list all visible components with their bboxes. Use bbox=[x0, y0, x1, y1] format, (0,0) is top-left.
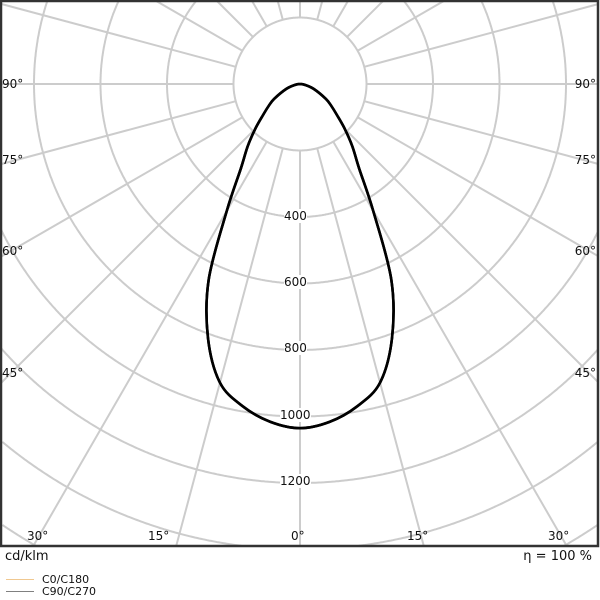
grid bbox=[0, 0, 599, 547]
angle-grid-spoke bbox=[346, 0, 384, 38]
angle-grid-spoke bbox=[276, 0, 284, 21]
angle-grid-spoke bbox=[155, 0, 243, 52]
radial-grid-circle bbox=[1, 441, 599, 547]
angle-label-left-75: 75° bbox=[2, 153, 24, 167]
angle-grid-spoke bbox=[0, 116, 243, 258]
legend-label: C90/C270 bbox=[42, 585, 97, 598]
radial-tick-label: 1000 bbox=[280, 408, 311, 422]
angle-label-left-45: 45° bbox=[2, 366, 24, 380]
unit-label: cd/klm bbox=[5, 549, 49, 564]
radial-grid-circle bbox=[1, 524, 599, 547]
radial-tick-label: 800 bbox=[284, 341, 307, 355]
angle-grid-spoke bbox=[363, 100, 599, 165]
legend-item-c0-c180: C0/C180 bbox=[6, 573, 89, 586]
chart-frame bbox=[0, 0, 600, 548]
legend-item-c90-c270: C90/C270 bbox=[6, 585, 96, 598]
radial-tick-label: 400 bbox=[284, 209, 307, 223]
radial-tick-label: 1200 bbox=[280, 474, 311, 488]
angle-label-bottom: 30° bbox=[548, 529, 570, 543]
angle-label-right-90: 90° bbox=[574, 77, 596, 91]
radial-grid-circle bbox=[99, 0, 501, 285]
angle-label-bottom: 15° bbox=[407, 529, 429, 543]
angle-grid-spoke bbox=[0, 2, 237, 68]
angle-grid-spoke bbox=[251, 0, 268, 27]
radial-tick-label: 600 bbox=[284, 275, 307, 289]
angle-label-left-90: 90° bbox=[2, 77, 24, 91]
efficiency-label: η = 100 % bbox=[523, 549, 592, 564]
angle-grid-spoke bbox=[0, 130, 254, 384]
angle-grid-spoke bbox=[316, 147, 425, 547]
angle-grid-spoke bbox=[357, 116, 599, 257]
angle-grid-spoke bbox=[357, 0, 445, 52]
legend-line-c90-c270 bbox=[6, 591, 34, 592]
angle-grid-spoke bbox=[216, 0, 254, 38]
angle-grid-spoke bbox=[332, 141, 568, 547]
angle-grid-spoke bbox=[316, 0, 324, 21]
angle-grid-spoke bbox=[346, 130, 599, 383]
angle-grid-spoke bbox=[32, 141, 268, 547]
angle-grid-spoke bbox=[0, 100, 237, 166]
angle-grid-spoke bbox=[175, 147, 284, 547]
angle-grid-spoke bbox=[332, 0, 349, 27]
angle-label-bottom: 15° bbox=[148, 529, 170, 543]
series-curve-c90-c270 bbox=[205, 82, 395, 430]
angle-label-right-60: 60° bbox=[574, 244, 596, 258]
angle-label-left-60: 60° bbox=[2, 244, 24, 258]
angle-label-right-75: 75° bbox=[574, 153, 596, 167]
angle-label-bottom: 30° bbox=[27, 529, 49, 543]
angle-label-bottom: 0° bbox=[291, 529, 305, 543]
radial-grid-circle bbox=[166, 0, 434, 218]
angle-label-right-45: 45° bbox=[574, 366, 596, 380]
legend-line-c0-c180 bbox=[6, 579, 34, 580]
legend-label: C0/C180 bbox=[42, 573, 90, 586]
angle-grid-spoke bbox=[363, 3, 599, 68]
